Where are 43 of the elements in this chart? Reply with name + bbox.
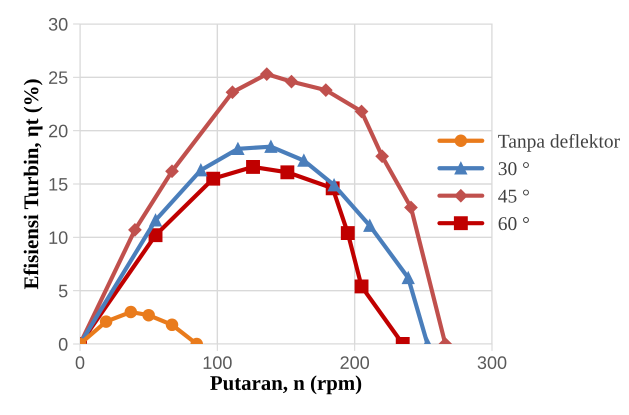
point: [354, 279, 368, 294]
x-tick-label: 100: [204, 356, 232, 370]
legend-label: 60 °: [498, 217, 529, 230]
legend-label: Tanpa deflektor: [498, 134, 620, 152]
point: [148, 228, 162, 242]
point: [280, 165, 294, 180]
point: [402, 272, 414, 284]
point: [226, 86, 240, 99]
x-tick-label: 0: [76, 356, 84, 370]
point: [246, 160, 260, 174]
y-tick-label: 15: [49, 178, 68, 191]
y-tick-label: 0: [58, 338, 68, 351]
point: [260, 68, 274, 81]
point: [206, 172, 220, 186]
point: [124, 306, 138, 318]
point: [284, 75, 298, 88]
point: [100, 315, 112, 328]
point: [232, 142, 244, 156]
y-axis-title: Efisiensi Turbin, ηt (%): [23, 79, 43, 290]
y-tick-label: 5: [58, 284, 68, 298]
point: [354, 104, 368, 118]
x-axis-title: Putaran, n (rpm): [210, 375, 362, 394]
point: [328, 178, 340, 192]
y-tick-label: 25: [49, 71, 68, 84]
y-tick-label: 20: [49, 124, 68, 138]
x-tick-label: 300: [478, 356, 506, 370]
point: [404, 200, 418, 214]
legend-label: 45 °: [498, 190, 529, 203]
point: [264, 140, 278, 153]
point: [340, 226, 355, 240]
point: [142, 308, 155, 322]
point: [364, 219, 376, 232]
legend-label: 30 °: [498, 162, 529, 176]
point: [166, 318, 178, 332]
point: [319, 84, 332, 97]
point: [128, 223, 142, 236]
point: [165, 164, 179, 178]
point: [194, 164, 208, 176]
point: [149, 214, 162, 227]
y-tick-label: 10: [49, 231, 68, 244]
x-tick-label: 200: [340, 356, 370, 370]
point: [376, 150, 389, 163]
y-tick-label: 30: [48, 18, 68, 31]
